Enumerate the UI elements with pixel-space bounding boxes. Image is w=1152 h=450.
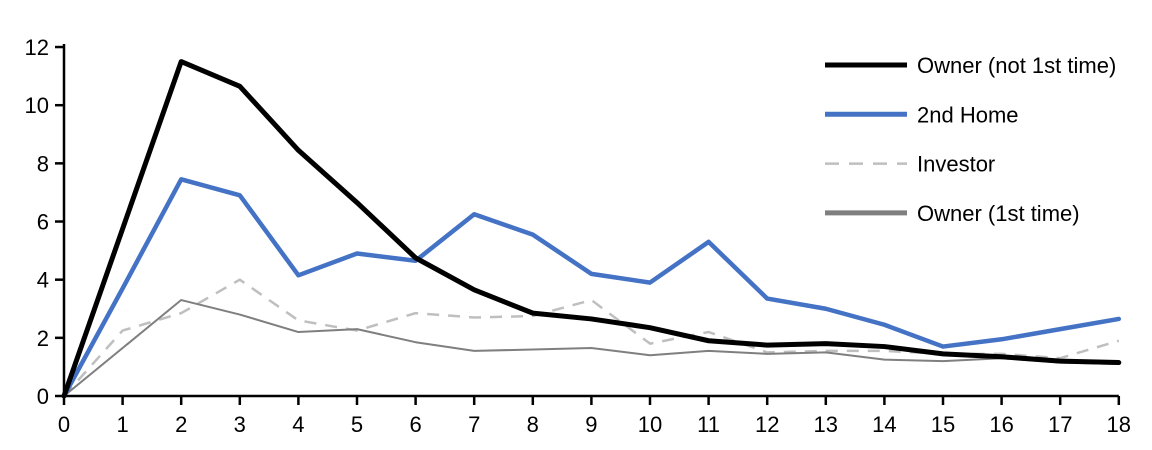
legend-label: Owner (1st time)	[917, 201, 1080, 226]
y-tick-label: 4	[37, 268, 49, 293]
x-tick-label: 17	[1048, 412, 1072, 437]
y-tick-label: 12	[25, 35, 49, 60]
x-tick-label: 13	[814, 412, 838, 437]
y-tick-label: 6	[37, 210, 49, 235]
x-tick-label: 12	[755, 412, 779, 437]
x-tick-label: 5	[351, 412, 363, 437]
x-tick-label: 11	[697, 412, 720, 437]
x-tick-label: 2	[175, 412, 187, 437]
x-tick-label: 8	[527, 412, 539, 437]
series-line-owner-1st-time	[63, 299, 1120, 397]
x-tick-label: 16	[989, 412, 1013, 437]
x-tick-label: 10	[638, 412, 662, 437]
x-tick-label: 0	[58, 412, 70, 437]
y-tick-label: 10	[25, 93, 49, 118]
x-tick-label: 9	[585, 412, 597, 437]
series-line-2nd-home	[61, 177, 1122, 399]
x-tick-label: 3	[234, 412, 246, 437]
x-tick-label: 14	[872, 412, 896, 437]
x-tick-label: 18	[1107, 412, 1131, 437]
y-tick-label: 2	[37, 326, 49, 351]
x-tick-label: 7	[468, 412, 480, 437]
y-tick-label: 8	[37, 151, 49, 176]
x-tick-label: 15	[931, 412, 955, 437]
legend-label: Investor	[917, 152, 995, 177]
x-tick-label: 6	[409, 412, 421, 437]
legend-label: 2nd Home	[917, 102, 1019, 127]
series-line-investor	[63, 278, 1120, 397]
x-tick-label: 4	[292, 412, 304, 437]
y-tick-label: 0	[37, 384, 49, 409]
legend-label: Owner (not 1st time)	[917, 53, 1116, 78]
x-tick-label: 1	[116, 412, 128, 437]
series-line-owner-not-1st-time	[61, 59, 1122, 399]
